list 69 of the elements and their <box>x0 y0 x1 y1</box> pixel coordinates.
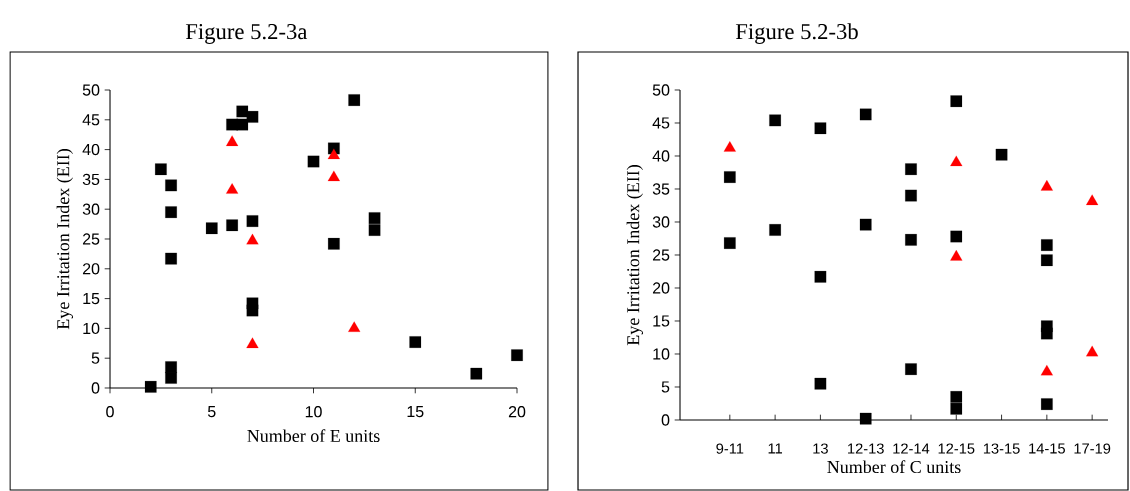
y-tick-label: 40 <box>652 150 670 162</box>
y-tick-label: 0 <box>661 414 670 426</box>
chart-title: Figure 5.2-3a <box>185 23 308 44</box>
point <box>165 179 177 192</box>
point <box>327 148 340 160</box>
x-tick-label: 12-13 <box>848 443 884 454</box>
chart-title: Figure 5.2-3b <box>735 23 858 44</box>
y-tick-label: 5 <box>91 352 100 364</box>
y-axis-title: Eye Irritation Index (EII) <box>626 165 644 346</box>
x-tick-label: 13-15 <box>983 443 1020 454</box>
point <box>348 321 361 332</box>
point <box>246 215 259 227</box>
x-tick-label: 5 <box>207 406 216 418</box>
y-tick-label: 50 <box>82 84 100 96</box>
y-tick-label: 30 <box>652 216 670 228</box>
x-tick-label: 20 <box>508 406 526 418</box>
y-tick-label: 30 <box>82 203 100 215</box>
y-tick-label: 15 <box>653 315 670 327</box>
point <box>246 111 259 123</box>
point <box>236 118 249 131</box>
point <box>348 94 361 106</box>
point <box>165 372 177 384</box>
y-tick-label: 15 <box>83 293 100 305</box>
x-tick-label: 10 <box>305 406 322 418</box>
x-tick-label: 13 <box>813 443 828 454</box>
x-tick-label: 15 <box>407 406 424 418</box>
x-tick-label: 14-15 <box>1029 443 1065 454</box>
point <box>307 155 320 168</box>
x-axis-title: Number of C units <box>827 460 961 474</box>
point <box>226 135 239 146</box>
y-tick-label: 10 <box>653 348 670 360</box>
point <box>165 206 177 218</box>
y-tick-label: 45 <box>652 117 670 129</box>
y-tick-label: 20 <box>652 282 670 294</box>
point <box>368 212 381 224</box>
y-tick-label: 20 <box>82 263 100 275</box>
point <box>511 349 523 362</box>
point <box>246 233 259 245</box>
y-tick-label: 25 <box>82 233 100 245</box>
y-tick-label: 0 <box>91 382 100 394</box>
x-tick-label: 12-14 <box>893 443 930 454</box>
point <box>327 170 340 182</box>
point <box>368 224 381 236</box>
y-tick-label: 40 <box>82 143 100 156</box>
x-tick-label: 11 <box>768 443 783 454</box>
y-tick-label: 45 <box>82 114 100 126</box>
point <box>226 183 239 194</box>
y-tick-label: 50 <box>652 84 670 96</box>
y-tick-label: 10 <box>83 322 100 335</box>
point <box>409 336 422 348</box>
point <box>205 222 218 235</box>
point <box>470 367 483 380</box>
x-tick-label: 12-15 <box>938 443 975 454</box>
x-tick-label: 9-11 <box>716 443 744 454</box>
y-tick-label: 35 <box>652 183 670 195</box>
point <box>155 163 167 176</box>
x-axis-title: Number of E units <box>247 429 380 443</box>
y-tick-label: 35 <box>82 173 100 186</box>
point <box>226 219 238 232</box>
x-tick-label: 17-19 <box>1074 443 1111 454</box>
point <box>328 237 340 250</box>
y-tick-label: 5 <box>661 381 670 393</box>
point <box>246 337 259 349</box>
x-tick-label: 0 <box>106 406 114 418</box>
y-tick-label: 25 <box>652 249 670 261</box>
point <box>144 380 157 393</box>
point <box>246 304 259 317</box>
y-axis-title: Eye Irritation Index (EII) <box>56 149 74 330</box>
point <box>165 252 177 265</box>
